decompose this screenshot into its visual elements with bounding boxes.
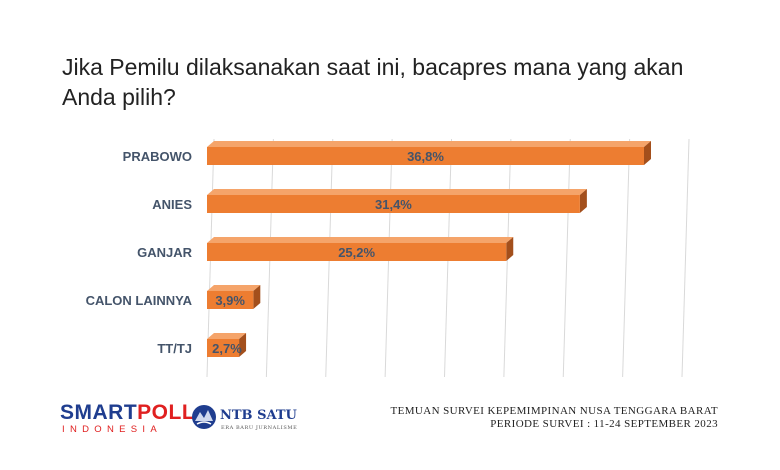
logo-poll-text: POLL bbox=[137, 401, 196, 424]
data-label: 25,2% bbox=[338, 245, 375, 260]
bar bbox=[207, 195, 580, 213]
bar-side-face bbox=[579, 189, 587, 213]
bar-top-face bbox=[207, 333, 247, 339]
category-label: PRABOWO bbox=[123, 149, 192, 164]
bar-top-face bbox=[207, 285, 261, 291]
category-label: TT/TJ bbox=[157, 341, 192, 356]
data-label: 2,7% bbox=[212, 341, 242, 356]
bar-side-face bbox=[253, 285, 261, 309]
bar bbox=[207, 243, 507, 261]
bar-chart: PRABOWO 36,8% ANIES 31,4% GANJAR 25,2% CALON L… bbox=[86, 138, 690, 378]
bar bbox=[207, 147, 644, 165]
ntb-satu-tagline: ERA BARU JURNALISME bbox=[221, 425, 298, 431]
chart-title: Jika Pemilu dilaksanakan saat ini, bacap… bbox=[62, 54, 684, 110]
bar-top-face bbox=[207, 189, 587, 195]
bar bbox=[207, 291, 254, 309]
bar-side-face bbox=[644, 141, 651, 165]
bar-side-face bbox=[506, 237, 514, 261]
ntb-satu-name: NTB SATU bbox=[220, 408, 297, 423]
bar-top-face bbox=[207, 141, 651, 147]
logo-subtitle: INDONESIA bbox=[62, 424, 162, 435]
bar-top-face bbox=[207, 237, 514, 243]
category-label: CALON LAINNYA bbox=[86, 293, 193, 308]
data-label: 31,4% bbox=[375, 197, 412, 212]
bar bbox=[207, 339, 240, 357]
category-label: GANJAR bbox=[137, 245, 193, 260]
logo-smart-text: SMART bbox=[60, 401, 138, 424]
category-label: ANIES bbox=[152, 197, 192, 212]
footer-survey-period: PERIODE SURVEI : 11-24 SEPTEMBER 2023 bbox=[490, 418, 718, 430]
gridline bbox=[681, 138, 690, 378]
bar-side-face bbox=[239, 333, 247, 357]
gridline bbox=[562, 138, 571, 378]
footer-survey-title: TEMUAN SURVEI KEPEMIMPINAN NUSA TENGGARA… bbox=[390, 405, 718, 417]
ntb-satu-logo-icon bbox=[192, 405, 216, 429]
smartpoll-wordmark: SMARTPOLL bbox=[60, 402, 195, 424]
survey-footer: TEMUAN SURVEI KEPEMIMPINAN NUSA TENGGARA… bbox=[391, 405, 718, 431]
data-label: 3,9% bbox=[215, 293, 245, 308]
gridline bbox=[622, 138, 631, 378]
data-label: 36,8% bbox=[407, 149, 444, 164]
